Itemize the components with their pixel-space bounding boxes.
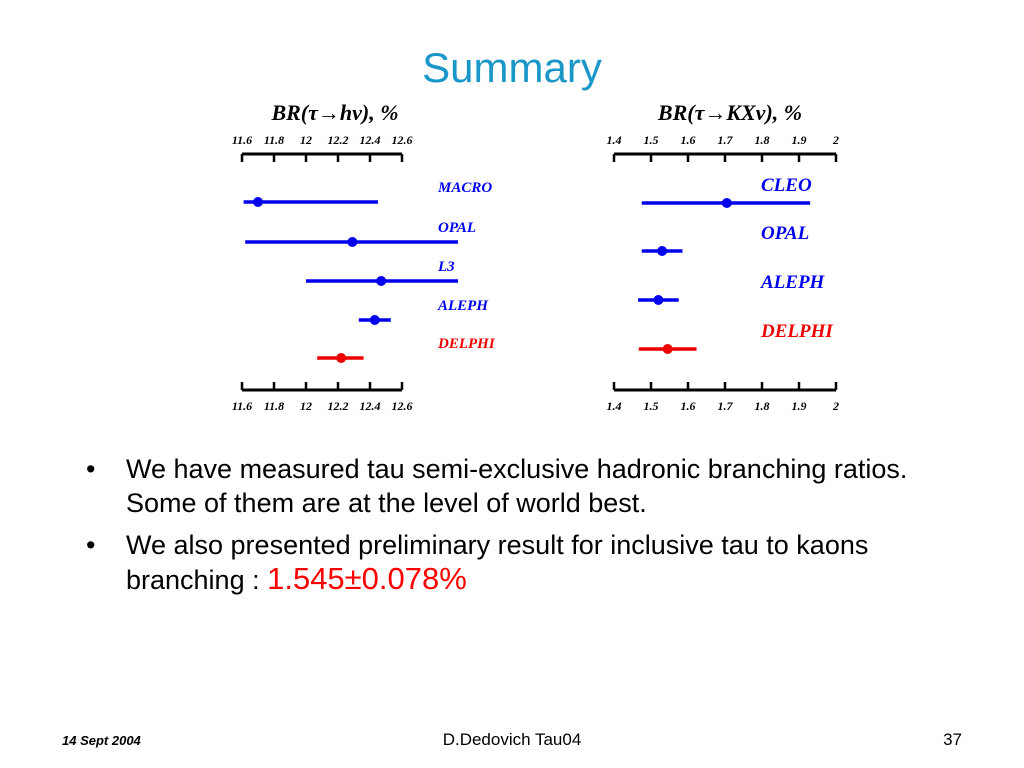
bullet-text: We have measured tau semi-exclusive hadr… [126,454,908,518]
data-point [657,246,668,256]
bullet-item: • We also presented preliminary result f… [86,528,966,597]
result-highlight: 1.545±0.078% [267,561,467,596]
series-label: OPAL [438,220,476,236]
tick-label: 12.2 [328,133,349,147]
chart-title: BR(τ→KXν), % [657,100,802,125]
tick-label: 12.2 [328,399,349,413]
tick-label: 1.8 [755,133,770,147]
series-label: ALEPH [760,272,826,293]
tick-label: 12 [300,399,312,413]
chart-br-kaon-svg: BR(τ→KXν), % 1.4 1.5 1.6 1.7 1.8 1.9 2 1.4 1.5 1.6… [607,100,840,413]
bullet-symbol: • [86,454,96,484]
tick-label: 1.7 [718,133,734,147]
tick-label: 12.6 [392,133,413,147]
series-label: DELPHI [437,336,496,352]
data-point [653,295,664,305]
chart-br-kaon: BR(τ→KXν), % 1.4 1.5 1.6 1.7 1.8 1.9 2 1.4 1.5 1.6… [560,92,1020,422]
series-label: MACRO [437,180,492,196]
footer-date: 14 Sept 2004 [62,733,141,748]
tick-label: 1.5 [644,133,659,147]
bullet-item: • We have measured tau semi-exclusive ha… [86,452,966,520]
tick-label: 1.4 [607,133,622,147]
data-point [721,198,732,208]
series-label: CLEO [761,175,812,196]
series-label: ALEPH [437,298,489,314]
tick-label: 1.7 [718,399,734,413]
series-label: OPAL [761,223,809,244]
tick-label: 12.4 [360,399,381,413]
tick-label: 12 [300,133,312,147]
tick-label: 1.6 [681,399,696,413]
tick-label: 11.8 [264,133,284,147]
tick-label: 12.4 [360,133,381,147]
data-point [253,197,263,207]
series-label: L3 [437,259,455,275]
tick-label: 1.4 [607,399,622,413]
data-point [347,237,358,247]
data-point [662,344,673,354]
data-point [376,276,387,286]
bullet-symbol: • [86,530,96,560]
tick-label: 2 [832,399,839,413]
tick-label: 1.9 [792,399,807,413]
tick-label: 1.8 [755,399,770,413]
tick-label: 11.6 [232,399,252,413]
tick-label: 11.6 [232,133,252,147]
tick-label: 2 [832,133,839,147]
chart-title: BR(τ→hν), % [270,100,398,125]
tick-label: 11.8 [264,399,284,413]
chart-br-hadronic: BR(τ→hν), % 11.6 11.8 12 12.2 12.4 12.6 11.6 11.… [160,92,620,422]
bullet-list: • We have measured tau semi-exclusive ha… [86,452,966,605]
chart-br-hadronic-svg: BR(τ→hν), % 11.6 11.8 12 12.2 12.4 12.6 11.6 11.… [232,100,496,413]
bullet-text: We also presented preliminary result for… [126,530,869,595]
tick-label: 1.5 [644,399,659,413]
footer-author-conference: D.Dedovich Tau04 [442,730,582,749]
tick-label: 1.9 [792,133,807,147]
slide-title: Summary [422,44,602,91]
data-point [336,353,347,363]
data-point [369,315,380,325]
series-label: DELPHI [760,321,833,342]
tick-label: 1.6 [681,133,696,147]
tick-label: 12.6 [392,399,413,413]
footer-page-number: 37 [943,730,962,749]
